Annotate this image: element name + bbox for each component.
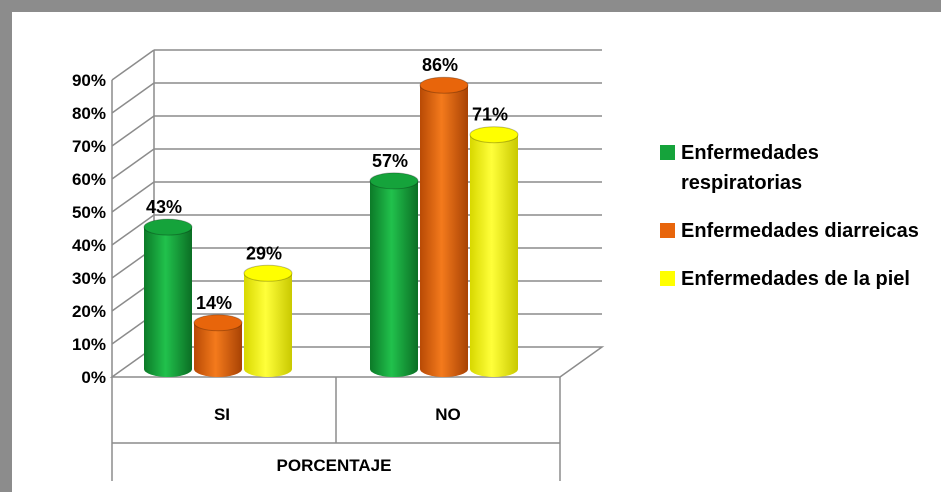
x-axis-title: PORCENTAJE <box>277 456 392 475</box>
data-label: 14% <box>196 293 232 313</box>
side-gridline <box>111 181 155 213</box>
bar <box>420 85 468 377</box>
legend-swatch-piel <box>660 271 675 286</box>
data-label: 29% <box>246 243 282 263</box>
data-label: 43% <box>146 197 182 217</box>
legend-label-diarreicas: Enfermedades diarreicas <box>681 220 919 242</box>
bar <box>194 322 242 377</box>
y-tick-label: 70% <box>72 137 106 156</box>
y-tick-label: 90% <box>72 71 106 90</box>
legend-label-respiratorias: Enfermedades respiratorias <box>681 142 819 194</box>
bar <box>370 180 418 377</box>
bar-top <box>193 314 243 332</box>
x-tick-label: SI <box>214 405 230 424</box>
legend-swatch-diarreicas <box>660 223 675 238</box>
y-tick-label: 10% <box>72 335 106 354</box>
side-gridline <box>111 115 155 147</box>
bar-top <box>469 126 519 144</box>
side-gridline <box>111 82 155 114</box>
data-labels: 43% 14% 29% 57% 86% 71% <box>146 55 508 313</box>
legend-item-piel: Enfermedades de la piel <box>660 264 935 294</box>
y-tick-label: 0% <box>81 368 106 387</box>
bars <box>143 76 519 377</box>
side-gridline <box>111 148 155 180</box>
data-label: 86% <box>422 55 458 75</box>
legend-label-piel: Enfermedades de la piel <box>681 268 910 290</box>
bar <box>244 273 292 377</box>
floor-plane <box>109 346 605 378</box>
legend: Enfermedades respiratorias Enfermedades … <box>660 138 935 312</box>
legend-swatch-respiratorias <box>660 145 675 160</box>
side-gridline <box>111 49 155 81</box>
bar <box>470 134 518 377</box>
y-tick-label: 40% <box>72 236 106 255</box>
y-tick-label: 50% <box>72 203 106 222</box>
y-tick-label: 30% <box>72 269 106 288</box>
bar-top <box>243 264 293 282</box>
x-tick-label: NO <box>435 405 461 424</box>
legend-item-respiratorias: Enfermedades respiratorias <box>660 138 935 198</box>
y-tick-label: 60% <box>72 170 106 189</box>
bar-top <box>369 172 419 190</box>
data-label: 71% <box>472 105 508 125</box>
y-tick-label: 20% <box>72 302 106 321</box>
data-label: 57% <box>372 151 408 171</box>
side-gridline <box>111 214 155 246</box>
y-tick-label: 80% <box>72 104 106 123</box>
bar-top <box>419 76 469 94</box>
legend-item-diarreicas: Enfermedades diarreicas <box>660 216 935 246</box>
bar <box>144 227 192 377</box>
axes: 0% 10% 20% 30% 40% 50% 60% 70% 80% 90% SI NO <box>72 50 605 481</box>
bar-top <box>143 218 193 236</box>
